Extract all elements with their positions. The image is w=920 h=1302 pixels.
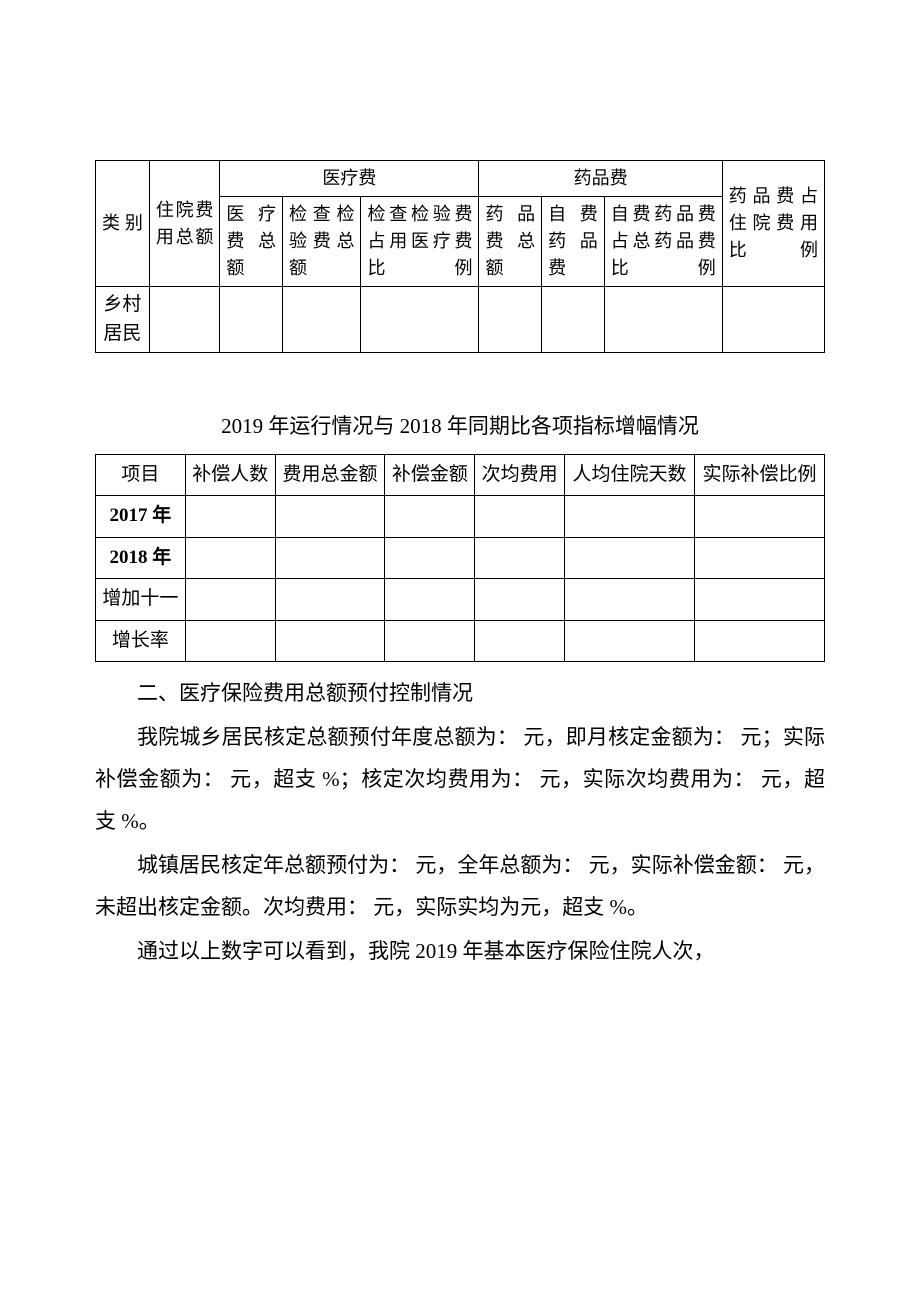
cell: [479, 287, 542, 353]
row-increase: 增加十一: [96, 579, 186, 621]
th-drug-ratio: 药品费占住院费用比例: [722, 161, 824, 287]
table-row: 增加十一: [96, 579, 825, 621]
table-row: 2018 年: [96, 537, 825, 579]
section-title: 二、医疗保险费用总额预付控制情况: [95, 672, 825, 714]
cell: [542, 287, 605, 353]
cell: [385, 620, 475, 662]
row-2017: 2017 年: [96, 496, 186, 538]
cell: [185, 579, 275, 621]
body-text: 二、医疗保险费用总额预付控制情况 我院城乡居民核定总额预付年度总额为： 元，即月…: [95, 672, 825, 972]
th-comp-amount: 补偿金额: [385, 454, 475, 496]
cell: [565, 496, 695, 538]
cell: [149, 287, 220, 353]
row-growth-rate: 增长率: [96, 620, 186, 662]
row-2018: 2018 年: [96, 537, 186, 579]
th-self-drug-ratio: 自费药品费占总药品费比例: [604, 197, 722, 287]
th-medical-total: 医疗费总额: [220, 197, 283, 287]
row-rural: 乡村居民: [96, 287, 150, 353]
cell: [604, 287, 722, 353]
cell: [185, 620, 275, 662]
cell: [275, 496, 385, 538]
th-avg-days: 人均住院天数: [565, 454, 695, 496]
cell: [275, 579, 385, 621]
th-comp-count: 补偿人数: [185, 454, 275, 496]
table-row: 乡村居民: [96, 287, 825, 353]
cell: [475, 579, 565, 621]
th-drug-total: 药品费总额: [479, 197, 542, 287]
th-exam-ratio: 检查检验费占用医疗费比例: [361, 197, 479, 287]
cell: [361, 287, 479, 353]
th-drug-group: 药品费: [479, 161, 722, 197]
cell: [695, 620, 825, 662]
paragraph-1: 我院城乡居民核定总额预付年度总额为： 元，即月核定金额为： 元；实际补偿金额为：…: [95, 716, 825, 842]
table-row: 2017 年: [96, 496, 825, 538]
cell: [275, 620, 385, 662]
th-fee-total: 费用总金额: [275, 454, 385, 496]
th-actual-ratio: 实际补偿比例: [695, 454, 825, 496]
cell: [185, 496, 275, 538]
table-yearly-compare: 项目 补偿人数 费用总金额 补偿金额 次均费用 人均住院天数 实际补偿比例 20…: [95, 454, 825, 663]
cell: [275, 537, 385, 579]
th-exam-total: 检查检验费总额: [283, 197, 361, 287]
cell: [185, 537, 275, 579]
cell: [695, 496, 825, 538]
table-row: 增长率: [96, 620, 825, 662]
cell: [385, 496, 475, 538]
table-fee-structure: 类别 住院费用总额 医疗费 药品费 药品费占住院费用比例 医疗费总额 检查检验费…: [95, 160, 825, 353]
cell: [475, 620, 565, 662]
cell: [385, 537, 475, 579]
paragraph-2: 城镇居民核定年总额预付为： 元，全年总额为： 元，实际补偿金额： 元，未超出核定…: [95, 844, 825, 928]
cell: [695, 537, 825, 579]
cell: [385, 579, 475, 621]
th-category: 类别: [96, 161, 150, 287]
cell: [722, 287, 824, 353]
cell: [220, 287, 283, 353]
th-self-drug: 自费药品费: [542, 197, 605, 287]
th-medical-group: 医疗费: [220, 161, 479, 197]
cell: [565, 579, 695, 621]
cell: [283, 287, 361, 353]
th-hospital-total: 住院费用总额: [149, 161, 220, 287]
cell: [565, 620, 695, 662]
cell: [475, 537, 565, 579]
table2-caption: 2019 年运行情况与 2018 年同期比各项指标增幅情况: [95, 408, 825, 446]
paragraph-3: 通过以上数字可以看到，我院 2019 年基本医疗保险住院人次，: [95, 930, 825, 972]
th-avg-fee: 次均费用: [475, 454, 565, 496]
th-item: 项目: [96, 454, 186, 496]
cell: [475, 496, 565, 538]
cell: [695, 579, 825, 621]
cell: [565, 537, 695, 579]
